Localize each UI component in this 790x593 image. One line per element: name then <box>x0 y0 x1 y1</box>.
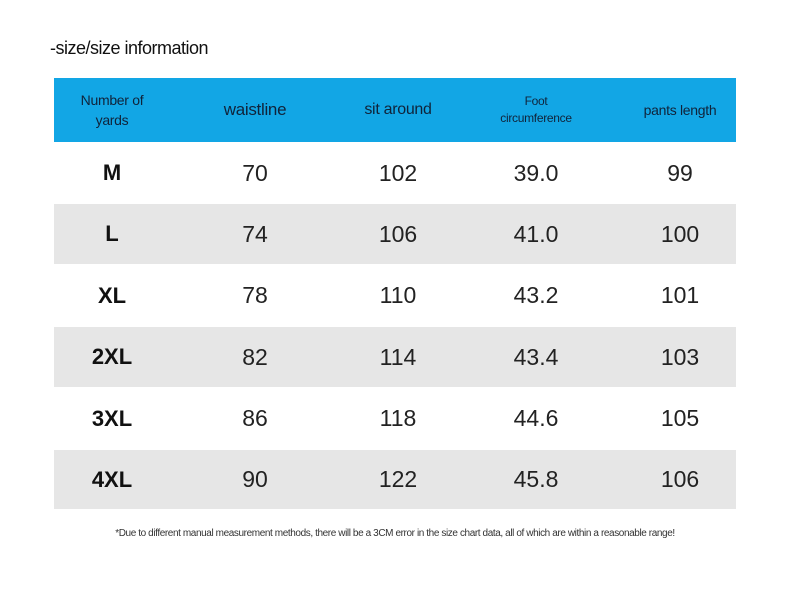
table-row: 4XL 90 122 45.8 106 <box>54 450 736 509</box>
measurement: 70 <box>242 159 268 186</box>
table-row: M 70 102 39.0 99 <box>54 142 736 204</box>
measurement: 101 <box>660 282 700 308</box>
size-label: XL <box>97 282 127 308</box>
measurement: 41.0 <box>513 220 559 247</box>
size-table: Number of yards waistline sit around Foot c… <box>54 78 736 509</box>
column-header: waistline <box>223 100 287 119</box>
measurement: 43.4 <box>513 343 559 370</box>
column-header: Number of yards <box>80 92 144 128</box>
measurement: 45.8 <box>513 466 559 492</box>
measurement: 90 <box>242 466 268 492</box>
size-label: M <box>102 160 122 185</box>
header-row: Number of yards waistline sit around Foot c… <box>54 78 736 142</box>
measurement: 100 <box>660 220 700 247</box>
column-header: pants length <box>643 102 717 118</box>
table-row: 3XL 86 118 44.6 105 <box>54 387 736 450</box>
footnote: *Due to different manual measurement met… <box>115 528 675 539</box>
measurement: 39.0 <box>513 159 559 186</box>
measurement: 103 <box>660 343 700 370</box>
column-header: Foot circumference <box>500 94 572 125</box>
size-label: 4XL <box>91 466 133 492</box>
measurement: 106 <box>378 220 418 247</box>
measurement: 82 <box>242 343 268 370</box>
measurement: 114 <box>379 343 417 370</box>
measurement: 74 <box>242 220 268 247</box>
measurement: 102 <box>378 159 418 186</box>
table-row: XL 78 110 43.2 101 <box>54 264 736 327</box>
table-row: L 74 106 41.0 100 <box>54 204 736 264</box>
measurement: 106 <box>660 466 700 492</box>
measurement: 122 <box>378 466 418 492</box>
size-label: L <box>105 221 119 246</box>
size-label: 2XL <box>91 344 133 369</box>
title: -size/size information <box>50 38 209 58</box>
measurement: 78 <box>242 282 268 308</box>
measurement: 118 <box>379 405 417 431</box>
measurement: 44.6 <box>513 405 559 431</box>
measurement: 110 <box>379 282 417 308</box>
measurement: 105 <box>660 405 700 431</box>
size-label: 3XL <box>91 405 133 431</box>
measurement: 86 <box>242 405 268 431</box>
measurement: 43.2 <box>513 282 559 308</box>
table-row: 2XL 82 114 43.4 103 <box>54 327 736 387</box>
column-header: sit around <box>364 101 432 118</box>
measurement: 99 <box>667 159 693 186</box>
